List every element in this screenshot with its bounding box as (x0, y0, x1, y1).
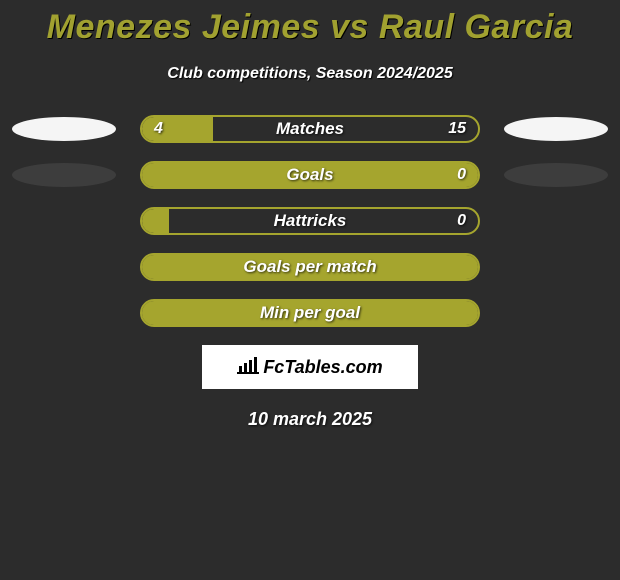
page-title: Menezes Jeimes vs Raul Garcia (0, 0, 620, 47)
bar-fill (142, 163, 478, 187)
stat-bar: Goals per match (140, 253, 480, 281)
stat-value-right: 15 (448, 117, 466, 141)
stats-rows: 415Matches0Goals0HattricksGoals per matc… (0, 115, 620, 327)
player-ellipse-left (12, 117, 116, 141)
stat-row: 415Matches (0, 115, 620, 143)
subtitle: Club competitions, Season 2024/2025 (0, 65, 620, 83)
brand-badge: FcTables.com (202, 345, 418, 389)
stat-value-right: 0 (457, 209, 466, 233)
stat-row: Min per goal (0, 299, 620, 327)
stat-label: Hattricks (142, 209, 478, 233)
stat-bar: Min per goal (140, 299, 480, 327)
player-ellipse-right (504, 117, 608, 141)
stat-row: Goals per match (0, 253, 620, 281)
date-text: 10 march 2025 (0, 409, 620, 430)
bar-fill (142, 255, 478, 279)
bar-fill (142, 301, 478, 325)
stat-bar: 0Hattricks (140, 207, 480, 235)
stat-row: 0Goals (0, 161, 620, 189)
bar-fill-left (142, 117, 213, 141)
stat-bar: 415Matches (140, 115, 480, 143)
brand-text: FcTables.com (263, 357, 382, 378)
chart-icon (237, 356, 259, 379)
stat-value-right: 0 (457, 163, 466, 187)
stat-row: 0Hattricks (0, 207, 620, 235)
player-ellipse-left (12, 163, 116, 187)
player-ellipse-right (504, 163, 608, 187)
stat-bar: 0Goals (140, 161, 480, 189)
stat-value-left: 4 (154, 117, 163, 141)
bar-fill-left (142, 209, 169, 233)
